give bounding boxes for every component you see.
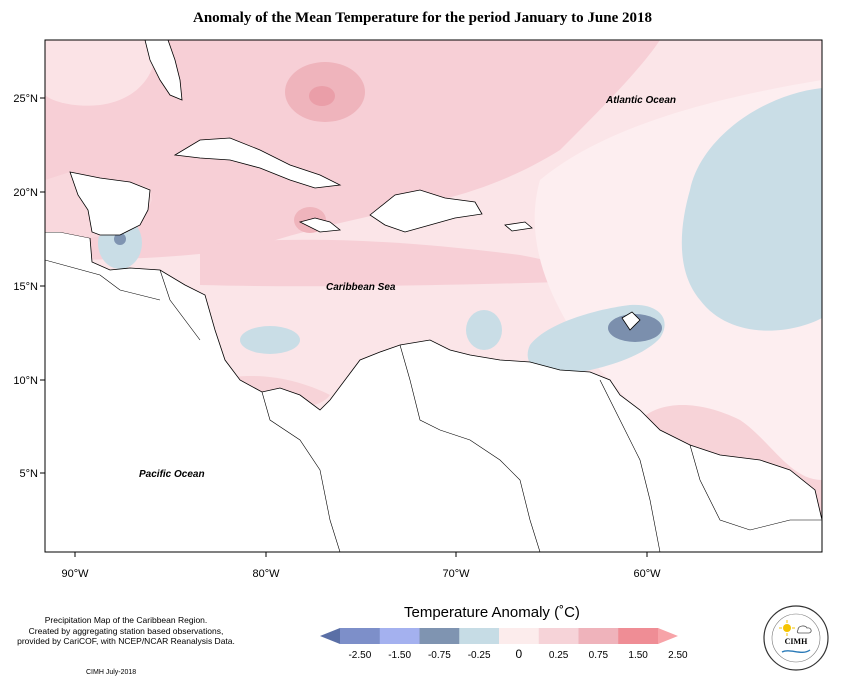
lat-label-20: 20°N: [13, 187, 38, 199]
anomaly-warm-bahamas-core: [309, 86, 335, 106]
logo-text: CIMH: [785, 637, 808, 646]
legend-tick-label: 0.75: [589, 650, 609, 661]
legend-swatch: [459, 628, 500, 644]
credit-line-1: Precipitation Map of the Caribbean Regio…: [44, 615, 208, 625]
legend-tick-label: 0.25: [549, 650, 569, 661]
label-caribbean-sea: Caribbean Sea: [326, 282, 396, 293]
legend-tick-label: -2.50: [348, 650, 371, 661]
lat-label-15: 15°N: [13, 281, 38, 293]
anomaly-cool-spot-1: [240, 326, 300, 354]
wave-icon: [781, 649, 811, 653]
land-hispaniola: [369, 189, 483, 233]
lat-label-25: 25°N: [13, 93, 38, 105]
legend-swatch: [340, 628, 381, 644]
legend-swatch-low-end: [320, 628, 340, 644]
lon-label-70: 70°W: [442, 568, 470, 580]
anomaly-cool-belize-core: [114, 233, 126, 245]
anomaly-warm-caribbean: [200, 239, 568, 287]
legend-swatch: [538, 628, 579, 644]
land-trinidad: [621, 311, 641, 331]
legend-tick-label: -0.25: [468, 650, 491, 661]
label-pacific-ocean: Pacific Ocean: [139, 469, 205, 480]
legend-swatch: [419, 628, 460, 644]
lon-label-90: 90°W: [61, 568, 89, 580]
credit-line-2: Created by aggregating station based obs…: [28, 625, 224, 636]
credit-stamp: CIMH July-2018: [86, 669, 137, 676]
sun-icon: [779, 620, 795, 636]
anomaly-field: [45, 40, 822, 552]
land-yucatan: [69, 171, 151, 236]
legend-tick-label: -1.50: [388, 650, 411, 661]
anomaly-cool-spot-2: [466, 310, 502, 350]
legend-swatch: [618, 628, 659, 644]
lon-label-60: 60°W: [633, 568, 661, 580]
lat-label-10: 10°N: [13, 375, 38, 387]
country-borders: [45, 259, 822, 552]
land-florida: [144, 40, 183, 101]
land-puerto-rico: [504, 221, 533, 232]
land-cuba: [173, 137, 342, 189]
land-central-south-america: [45, 231, 822, 552]
cloud-icon: [796, 625, 812, 634]
anomaly-cool-core: [608, 314, 662, 342]
anomaly-gulf-patch: [45, 40, 156, 106]
legend-tick-label: 0: [516, 647, 523, 661]
legend-swatch: [379, 628, 420, 644]
label-atlantic-ocean: Atlantic Ocean: [605, 95, 676, 106]
cimh-logo: CIMH: [763, 605, 829, 671]
legend-swatch-high-end: [658, 628, 678, 644]
lon-label-80: 80°W: [252, 568, 280, 580]
map-title: Anomaly of the Mean Temperature for the …: [192, 10, 652, 26]
legend-tick-label: 2.50: [668, 650, 688, 661]
anomaly-cool-atlantic: [681, 88, 822, 331]
legend-color-bar: [320, 628, 678, 644]
map-frame: [44, 39, 823, 553]
credit-line-3: provided by CariCOF, with NCEP/NCAR Rean…: [17, 636, 235, 646]
lat-label-5: 5°N: [20, 468, 39, 480]
legend-swatch: [499, 628, 540, 644]
credits-block: Precipitation Map of the Caribbean Regio…: [6, 615, 246, 647]
anomaly-warm-belt: [45, 40, 660, 260]
land-masses: [45, 40, 822, 552]
legend-tick-labels: -2.50 -1.50 -0.75 -0.25 0 0.25 0.75 1.50 2.50: [348, 647, 688, 661]
axis-ticks: [40, 97, 648, 557]
legend-tick-label: 1.50: [628, 650, 648, 661]
legend-swatch: [578, 628, 619, 644]
legend-title: Temperature Anomaly (˚C): [404, 604, 580, 621]
legend-tick-label: -0.75: [428, 650, 451, 661]
land-jamaica: [298, 217, 342, 233]
